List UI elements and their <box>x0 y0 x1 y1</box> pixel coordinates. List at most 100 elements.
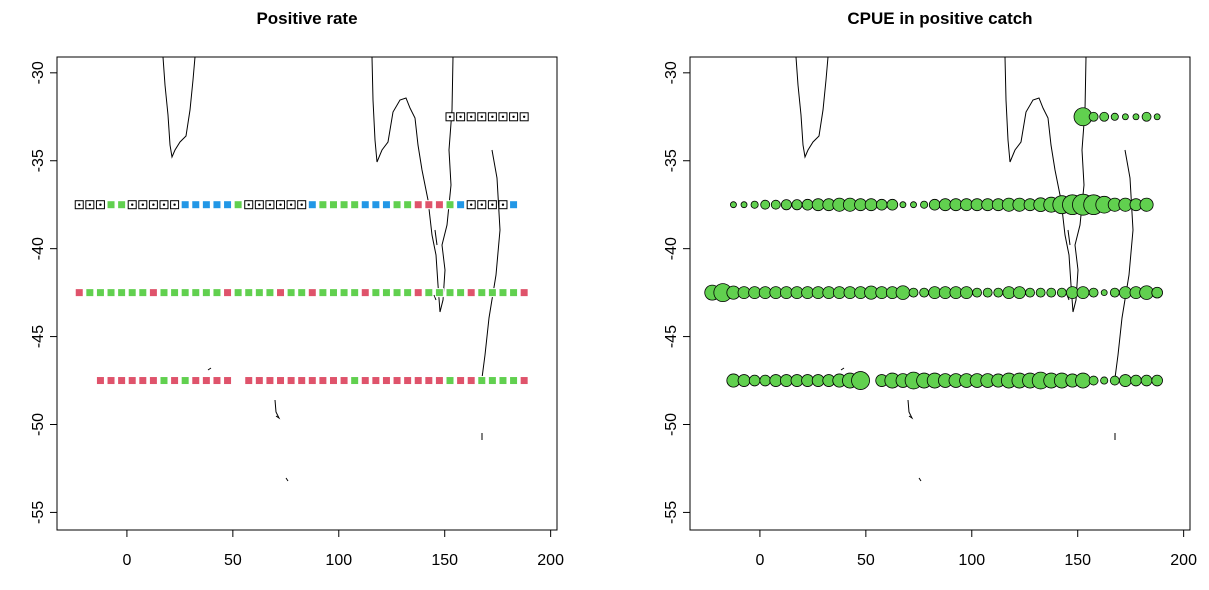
point-dot <box>469 115 473 118</box>
bubble <box>982 287 993 298</box>
point <box>233 288 243 298</box>
point <box>201 376 211 386</box>
x-tick-label: 100 <box>325 552 352 569</box>
bubble <box>1151 374 1163 387</box>
point-dot <box>512 115 515 118</box>
bubble <box>1151 286 1163 299</box>
point <box>424 376 434 386</box>
point-dot <box>459 115 462 118</box>
point <box>276 288 286 298</box>
point <box>191 288 201 298</box>
x-tick-label: 0 <box>755 552 764 569</box>
point <box>509 376 519 386</box>
bubble <box>1056 287 1067 298</box>
point-dot <box>480 115 483 118</box>
coastline <box>162 56 501 482</box>
y-tick-label: -50 <box>663 413 680 436</box>
point <box>307 376 317 386</box>
point <box>392 376 402 386</box>
bubble <box>1075 372 1091 389</box>
point <box>233 200 243 210</box>
point <box>318 200 328 210</box>
bubble <box>1130 374 1142 387</box>
y-tick-label: -30 <box>663 61 680 84</box>
x-tick-label: 0 <box>122 552 131 569</box>
point <box>339 376 349 386</box>
point-dot <box>173 203 176 206</box>
bubble <box>960 286 973 300</box>
point-dot <box>300 203 303 206</box>
bubble <box>748 374 761 387</box>
bubble <box>760 199 771 210</box>
point <box>466 288 476 298</box>
bubble <box>1100 376 1109 385</box>
point <box>297 376 307 386</box>
bubble <box>1035 287 1046 298</box>
point <box>74 288 84 298</box>
bubble <box>1088 375 1099 386</box>
point <box>350 376 360 386</box>
point <box>180 200 190 210</box>
bubble <box>1121 113 1129 121</box>
point <box>212 200 222 210</box>
point <box>328 200 338 210</box>
point <box>350 288 360 298</box>
bubble <box>1076 286 1090 300</box>
bubble <box>908 287 919 298</box>
point <box>445 376 455 386</box>
y-tick-label: -45 <box>30 325 47 348</box>
point <box>201 288 211 298</box>
point <box>191 376 201 386</box>
y-tick-label: -55 <box>663 501 680 524</box>
bubble <box>801 198 814 211</box>
point <box>434 376 444 386</box>
point <box>117 376 127 386</box>
point <box>95 376 105 386</box>
bubble <box>928 198 941 211</box>
y-tick-label: -30 <box>30 61 47 84</box>
point <box>106 200 116 210</box>
x-tick-label: 100 <box>958 552 985 569</box>
point <box>180 376 190 386</box>
bubble <box>1025 287 1035 298</box>
point <box>434 288 444 298</box>
point <box>223 376 233 386</box>
point <box>350 200 360 210</box>
point-dot <box>99 203 102 206</box>
point <box>328 288 338 298</box>
point <box>244 376 254 386</box>
bubble <box>1013 286 1026 300</box>
point <box>148 376 158 386</box>
bubble <box>1088 111 1099 122</box>
point-dot <box>258 203 261 206</box>
point <box>424 200 434 210</box>
point <box>170 288 180 298</box>
point <box>254 376 264 386</box>
point <box>392 200 402 210</box>
point <box>339 200 349 210</box>
point <box>477 376 487 386</box>
point <box>434 200 444 210</box>
bubble <box>1141 111 1152 122</box>
bubble <box>910 201 917 209</box>
point-dot <box>448 115 452 118</box>
point <box>180 288 190 298</box>
bubble <box>740 201 748 209</box>
point <box>509 200 519 210</box>
bubble <box>1118 374 1132 387</box>
point <box>381 376 391 386</box>
x-tick-label: 200 <box>1170 552 1197 569</box>
point <box>456 376 466 386</box>
x-tick-label: 200 <box>537 552 564 569</box>
point <box>445 200 455 210</box>
point-dot <box>88 203 92 206</box>
point <box>318 288 328 298</box>
bubble <box>920 200 929 209</box>
point-dot <box>501 203 505 206</box>
point <box>159 376 169 386</box>
bubble <box>899 201 907 209</box>
point <box>360 376 370 386</box>
point <box>413 200 423 210</box>
point-dot <box>289 203 293 206</box>
